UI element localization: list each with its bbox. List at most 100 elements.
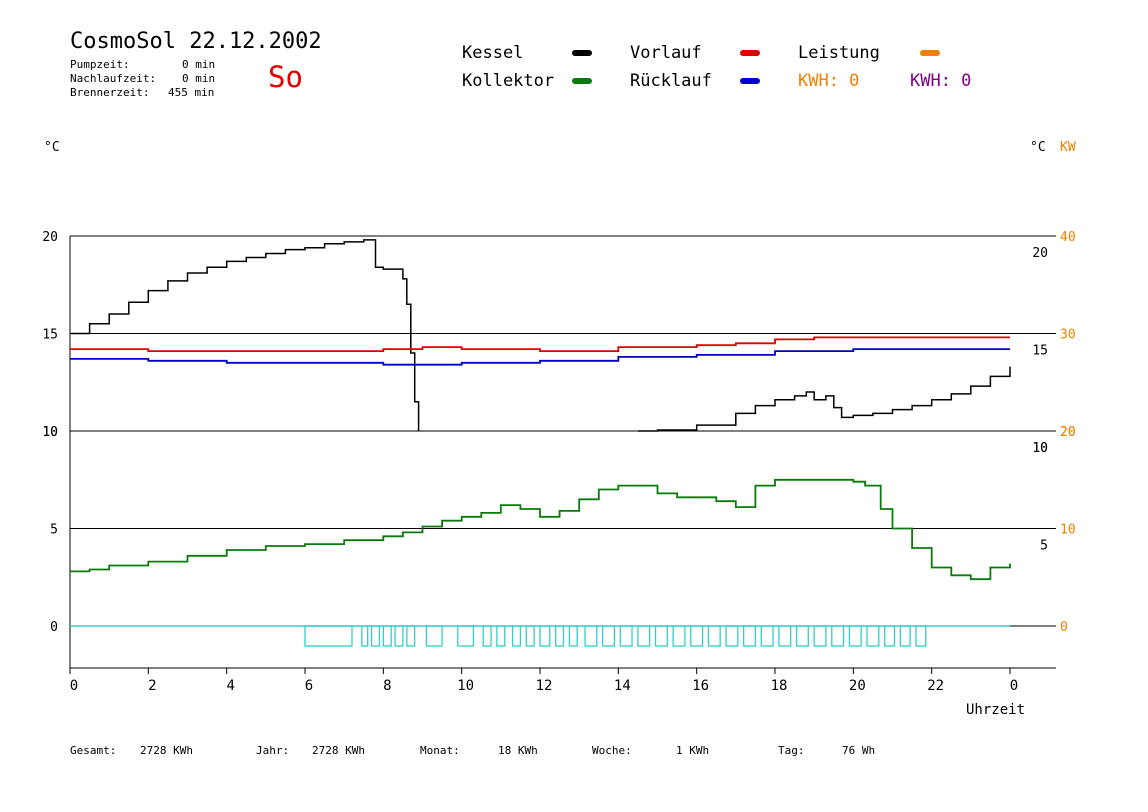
y-tick-label: 20: [42, 230, 58, 245]
x-tick-label: 22: [927, 678, 944, 694]
pump-on-block: [848, 625, 862, 647]
pump-on-block: [425, 625, 443, 647]
legend-kessel: Kessel: [462, 43, 524, 63]
y-tick-label: 15: [42, 328, 58, 343]
series-ruecklauf: [70, 348, 1010, 366]
y-tick-label: 10: [42, 425, 58, 440]
pump-on-block: [482, 625, 492, 647]
footer-week-label: Woche:: [592, 744, 632, 757]
x-tick-label: 16: [692, 678, 709, 694]
pump-on-block: [584, 625, 598, 647]
pump-on-block: [884, 625, 896, 647]
y2-tick-label: 15: [1032, 344, 1048, 359]
chart-title: CosmoSol 22.12.2002: [70, 29, 322, 54]
burner-time-value: 455 min: [168, 86, 215, 99]
legend-kollektor: Kollektor: [462, 71, 555, 91]
pump-on-block: [511, 625, 522, 647]
pump-on-block: [361, 625, 369, 647]
pump-time-value: 0 min: [182, 58, 216, 71]
pump-on-block: [866, 625, 880, 647]
x-tick-label: 18: [771, 678, 788, 694]
pump-on-block: [457, 625, 475, 647]
series-kessel: [70, 239, 420, 431]
left-unit: °C: [44, 140, 60, 155]
kw-tick-label: 0: [1060, 620, 1068, 635]
pump-on-block: [637, 625, 651, 647]
x-tick-label: 10: [457, 678, 474, 694]
right-unit: °C: [1030, 140, 1046, 155]
kwh-orange: KWH: 0: [798, 71, 860, 91]
footer-total-value: 2728 KWh: [140, 744, 193, 757]
kw-tick-label: 20: [1060, 425, 1076, 440]
footer-week-value: 1 KWh: [676, 744, 710, 757]
y2-tick-label: 5: [1040, 539, 1048, 554]
series-kessel: [637, 366, 1011, 432]
pump-on-block: [831, 625, 845, 647]
footer-day-value: 76 Wh: [842, 744, 876, 757]
y2-tick-label: 20: [1032, 246, 1048, 261]
y2-tick-label: 10: [1032, 441, 1048, 456]
pump-on-block: [743, 625, 757, 647]
y-tick-label: 0: [50, 620, 58, 635]
pump-on-block: [654, 625, 668, 647]
x-tick-label: 4: [226, 678, 234, 694]
footer-month-value: 18 KWh: [498, 744, 538, 757]
pump-on-block: [602, 625, 616, 647]
pump-on-block: [899, 625, 911, 647]
pump-on-block: [619, 625, 633, 647]
legend-vorlauf-swatch: [740, 50, 760, 56]
legend-leistung: Leistung: [798, 43, 880, 63]
pump-on-block: [555, 625, 565, 647]
y-tick-label: 10: [42, 425, 58, 440]
footer-year-value: 2728 KWh: [312, 744, 365, 757]
x-tick-label: 12: [536, 678, 553, 694]
kwh-purple: KWH: 0: [910, 71, 972, 91]
x-tick-label: 0: [1010, 678, 1018, 694]
footer-day-label: Tag:: [778, 744, 805, 757]
legend-ruecklauf: Rücklauf: [630, 71, 712, 91]
pump-time-label: Pumpzeit:: [70, 58, 130, 71]
pump-on-block: [915, 625, 927, 647]
x-tick-label: 8: [383, 678, 391, 694]
legend-ruecklauf-swatch: [740, 78, 760, 84]
pump-on-block: [539, 625, 551, 647]
burner-time-label: Brennerzeit:: [70, 86, 150, 99]
pump-on-block: [568, 625, 578, 647]
pump-on-block: [813, 625, 827, 647]
right-kw-unit: KW: [1060, 140, 1076, 155]
pump-on-block: [672, 625, 686, 647]
kw-tick-label: 40: [1060, 230, 1076, 245]
pump-on-block: [525, 625, 535, 647]
pump-on-block: [394, 625, 404, 647]
pump-on-block: [707, 625, 721, 647]
kw-tick-label: 30: [1060, 328, 1076, 343]
x-tick-label: 2: [148, 678, 156, 694]
series-vorlauf: [70, 336, 1010, 352]
x-tick-label: 14: [614, 678, 631, 694]
pump-on-block: [406, 625, 416, 647]
pump-on-block: [370, 625, 381, 647]
weekday-label: So: [268, 60, 303, 94]
y2-tick-label: 10: [1032, 441, 1048, 456]
overrun-time-value: 0 min: [182, 72, 216, 85]
y-tick-label: 5: [50, 523, 58, 538]
pump-on-block: [725, 625, 739, 647]
pump-on-block: [382, 625, 392, 647]
pump-on-block: [778, 625, 792, 647]
overrun-time-label: Nachlaufzeit:: [70, 72, 157, 85]
kw-tick-label: 20: [1060, 425, 1076, 440]
pump-on-block: [304, 625, 353, 647]
x-tick-label: 6: [305, 678, 313, 694]
footer-total-label: Gesamt:: [70, 744, 117, 757]
pump-on-block: [795, 625, 809, 647]
x-axis-label: Uhrzeit: [966, 702, 1026, 718]
legend-kessel-swatch: [572, 50, 592, 56]
pump-on-block: [760, 625, 774, 647]
legend-kollektor-swatch: [572, 78, 592, 84]
pump-on-block: [690, 625, 704, 647]
pump-on-block: [496, 625, 506, 647]
series-kollektor: [70, 478, 1011, 581]
x-tick-label: 0: [70, 678, 78, 694]
x-tick-label: 20: [849, 678, 866, 694]
